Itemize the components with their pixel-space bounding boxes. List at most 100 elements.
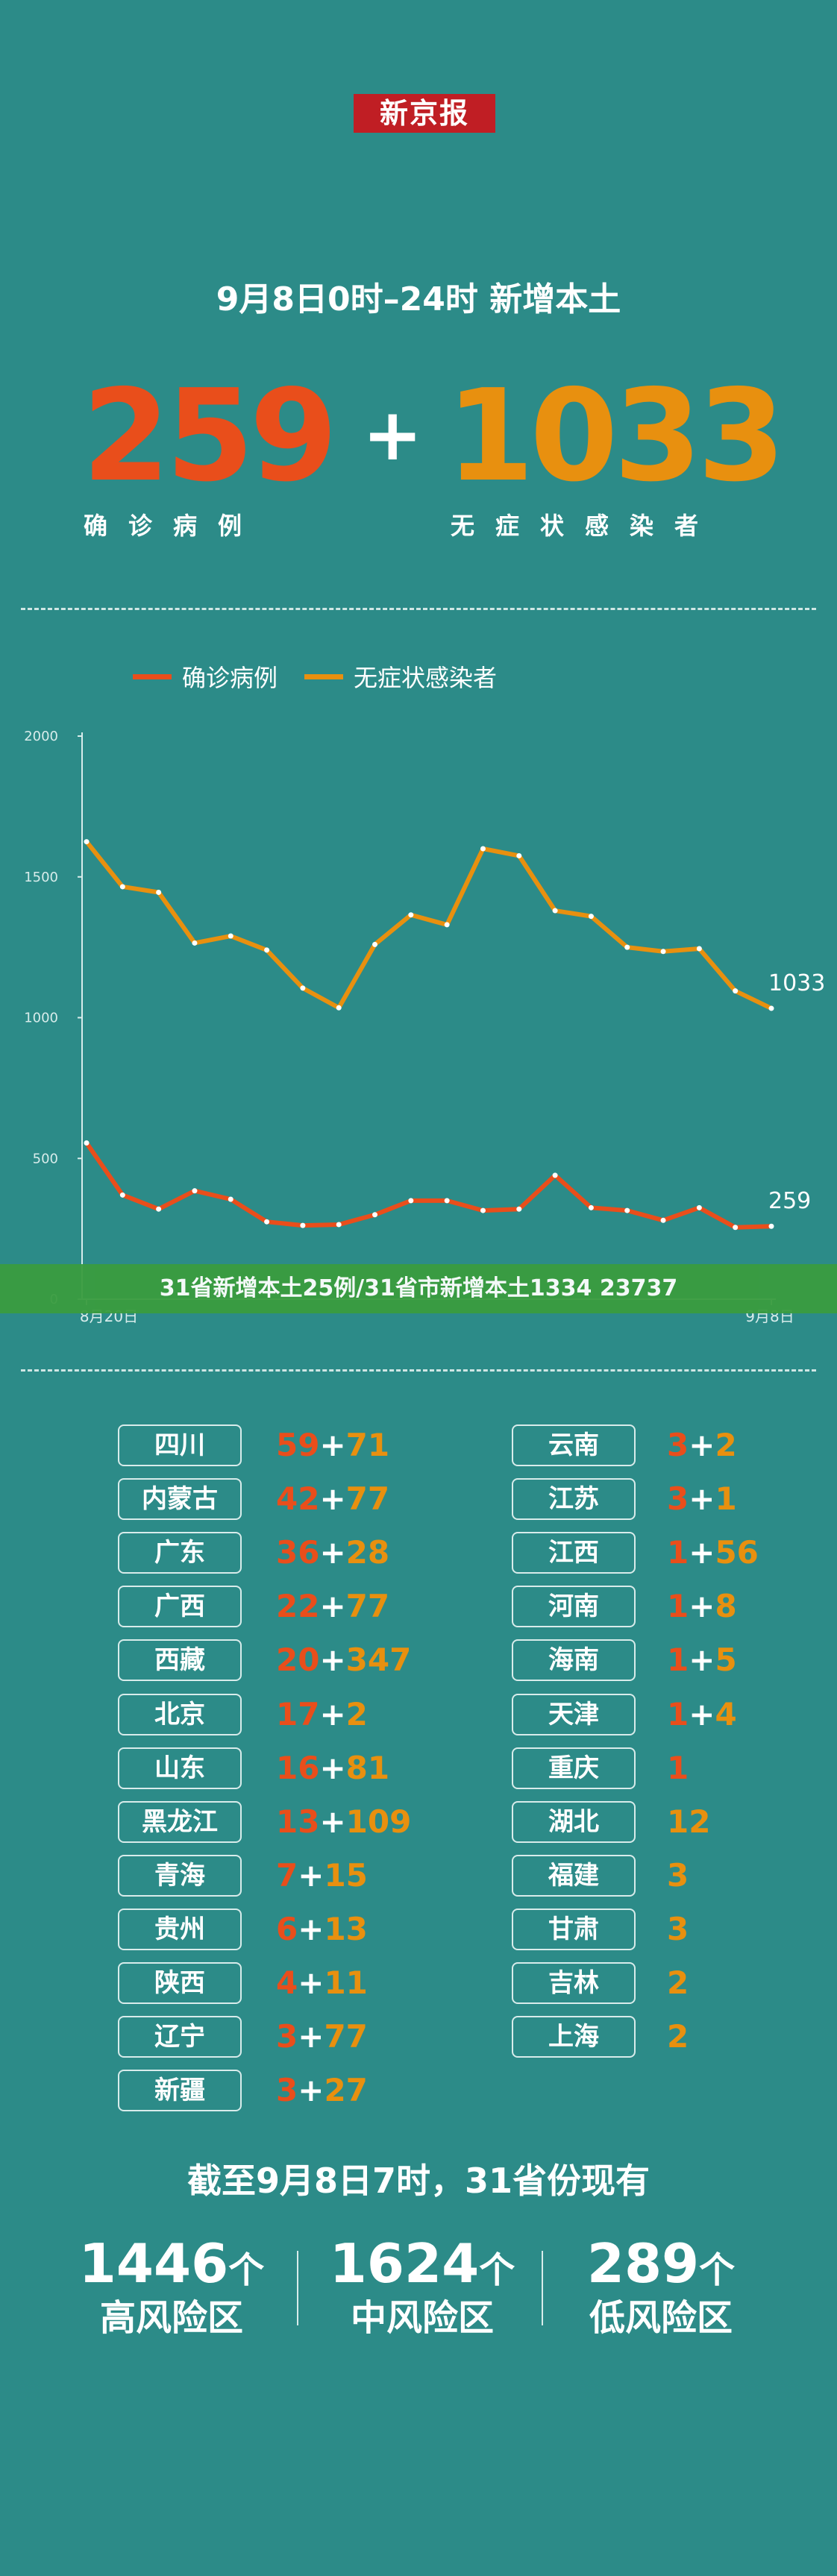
data-point-1	[696, 946, 702, 952]
province-values: 1+8	[667, 1586, 737, 1627]
province-confirmed: 1	[667, 1534, 689, 1571]
data-point-1	[264, 947, 270, 953]
data-point-0	[768, 1223, 774, 1229]
province-plus: +	[689, 1427, 715, 1463]
province-asymptomatic: 109	[345, 1803, 412, 1840]
data-point-1	[444, 922, 450, 928]
province-name: 贵州	[118, 1909, 242, 1950]
province-plus: +	[689, 1696, 715, 1732]
risk-low-label: 低风险区	[589, 2297, 733, 2339]
province-plus: +	[319, 1480, 346, 1517]
province-confirmed: 20	[276, 1642, 320, 1678]
risk-high-unit: 个	[228, 2249, 265, 2291]
province-confirmed: 36	[276, 1534, 320, 1571]
data-point-1	[84, 839, 90, 845]
province-values: 3+2	[667, 1424, 737, 1466]
data-point-1	[552, 908, 558, 914]
province-name: 新疆	[118, 2070, 242, 2111]
data-point-1	[156, 890, 162, 896]
province-name: 辽宁	[118, 2016, 242, 2058]
province-confirmed: 1	[667, 1642, 689, 1678]
data-point-1	[192, 940, 198, 946]
province-values: 59+71	[276, 1424, 389, 1466]
province-values: 1+4	[667, 1694, 737, 1735]
data-point-1	[336, 1005, 342, 1011]
province-plus: +	[319, 1803, 346, 1840]
province-name: 黑龙江	[118, 1801, 242, 1843]
data-point-0	[408, 1198, 414, 1204]
province-asymptomatic: 81	[345, 1750, 390, 1786]
province-asymptomatic: 77	[345, 1588, 390, 1624]
risk-medium-label: 中风险区	[350, 2297, 494, 2339]
legend-label-confirmed: 确诊病例	[182, 664, 278, 692]
legend-asymptomatic: 无症状感染者	[304, 659, 497, 694]
province-name: 吉林	[512, 1962, 636, 2004]
province-plus: +	[298, 1911, 325, 1947]
province-plus: +	[298, 1964, 325, 2001]
province-values: 3+77	[276, 2016, 368, 2058]
data-point-0	[264, 1219, 270, 1225]
province-name: 广东	[118, 1532, 242, 1574]
province-name: 海南	[512, 1639, 636, 1681]
province-plus: +	[689, 1588, 715, 1624]
xinjingbao-logo: 新京报	[354, 94, 495, 133]
headline-banner[interactable]: 31省新增本土25例/31省市新增本土1334 23737	[0, 1264, 837, 1313]
province-confirmed: 6	[276, 1911, 298, 1947]
data-point-0	[516, 1206, 522, 1212]
province-confirmed: 42	[276, 1480, 320, 1517]
headline: 9月8日0时–24时 新增本土	[216, 280, 621, 318]
province-confirmed: 1	[667, 1588, 689, 1624]
province-name: 山东	[118, 1747, 242, 1789]
province-values: 13+109	[276, 1801, 411, 1843]
data-point-0	[588, 1204, 594, 1210]
data-point-0	[84, 1140, 90, 1146]
province-values: 3+1	[667, 1478, 737, 1520]
data-point-1	[228, 933, 233, 939]
province-confirmed: 4	[276, 1964, 298, 2001]
risk-separator-1	[297, 2251, 298, 2325]
province-confirmed: 7	[276, 1857, 298, 1894]
province-name: 内蒙古	[118, 1478, 242, 1520]
province-name: 北京	[118, 1694, 242, 1735]
province-asymptomatic: 27	[324, 2072, 368, 2108]
province-values: 20+347	[276, 1639, 411, 1681]
province-asymptomatic: 347	[345, 1642, 412, 1678]
province-plus: +	[689, 1534, 715, 1571]
province-confirmed: 17	[276, 1696, 320, 1732]
risk-low: 289个 低风险区	[534, 2234, 788, 2343]
risk-low-count: 289	[586, 2232, 700, 2295]
province-values: 2	[667, 2016, 689, 2058]
data-point-0	[733, 1225, 739, 1231]
province-asymptomatic: 3	[667, 1857, 689, 1894]
data-point-1	[624, 944, 630, 950]
province-asymptomatic: 12	[667, 1803, 711, 1840]
province-confirmed: 22	[276, 1588, 320, 1624]
risk-medium: 1624个 中风险区	[295, 2234, 549, 2343]
province-values: 4+11	[276, 1962, 368, 2004]
province-plus: +	[319, 1642, 346, 1678]
province-asymptomatic: 3	[667, 1911, 689, 1947]
risk-medium-count: 1624	[329, 2232, 480, 2295]
province-plus: +	[689, 1480, 715, 1517]
province-asymptomatic: 15	[324, 1857, 368, 1894]
line-chart: 05001000150020008月20日9月8日2591033	[24, 729, 825, 1325]
province-values: 12	[667, 1801, 710, 1843]
asymptomatic-count: 1033	[446, 362, 786, 510]
risk-medium-unit: 个	[479, 2249, 515, 2291]
province-confirmed: 16	[276, 1750, 320, 1786]
data-point-1	[408, 912, 414, 918]
legend-swatch-asymptomatic	[304, 673, 343, 679]
province-plus: +	[319, 1750, 346, 1786]
province-name: 甘肃	[512, 1909, 636, 1950]
province-asymptomatic: 4	[715, 1696, 737, 1732]
province-asymptomatic: 2	[715, 1427, 737, 1463]
province-plus: +	[319, 1534, 346, 1571]
risk-high-count: 1446	[78, 2232, 229, 2295]
province-confirmed: 59	[276, 1427, 320, 1463]
province-asymptomatic: 8	[715, 1588, 737, 1624]
province-asymptomatic: 71	[345, 1427, 390, 1463]
asymptomatic-label: 无症状感染者	[451, 512, 720, 540]
data-point-1	[480, 846, 486, 852]
province-values: 2	[667, 1962, 689, 2004]
risk-high: 1446个 高风险区	[45, 2234, 298, 2343]
